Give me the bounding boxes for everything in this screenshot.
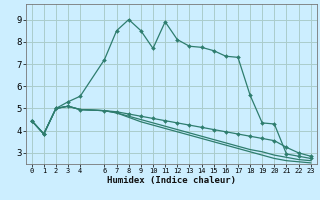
X-axis label: Humidex (Indice chaleur): Humidex (Indice chaleur) <box>107 176 236 185</box>
